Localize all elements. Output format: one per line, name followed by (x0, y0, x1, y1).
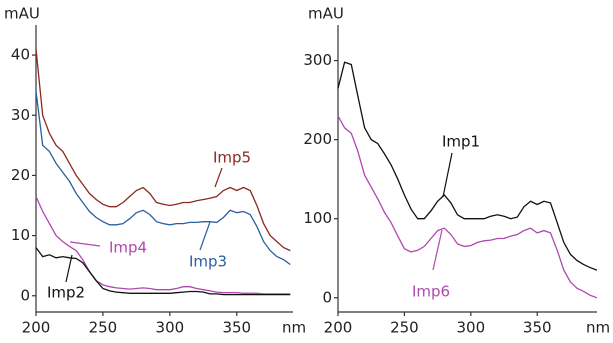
x-tick-label: 250 (89, 319, 118, 337)
series-line (337, 115, 598, 299)
series-line (35, 49, 291, 252)
x-axis-label: nm (282, 319, 306, 337)
y-tick-label: 30 (11, 106, 30, 124)
x-axis-label: nm (586, 319, 610, 337)
series-line (35, 196, 291, 295)
series-line (35, 91, 291, 266)
series-label: Imp5 (213, 149, 251, 167)
series-line (337, 61, 598, 271)
leader-line (69, 241, 101, 247)
leader-line (442, 152, 453, 198)
y-tick-label: 100 (303, 209, 332, 227)
series-label: Imp1 (442, 133, 480, 151)
y-tick-label: 40 (11, 46, 30, 64)
x-tick-label: 350 (222, 319, 251, 337)
leader-line (65, 254, 73, 283)
series-label: Imp4 (109, 239, 147, 257)
x-tick-label: 300 (457, 319, 486, 337)
x-tick-label: 200 (22, 319, 51, 337)
x-tick-label: 200 (324, 319, 353, 337)
y-tick-label: 10 (11, 226, 30, 244)
y-tick-label: 0 (322, 288, 332, 306)
x-tick-label: 300 (156, 319, 185, 337)
x-tick-label: 350 (523, 319, 552, 337)
series-label: Imp3 (189, 253, 227, 271)
series-label: Imp2 (47, 284, 85, 302)
y-axis-label: mAU (4, 5, 40, 23)
y-tick-label: 200 (303, 130, 332, 148)
series-line (35, 247, 291, 296)
leader-line (199, 221, 211, 251)
leader-line (432, 229, 443, 271)
x-tick-label: 250 (390, 319, 419, 337)
leader-line (214, 167, 223, 188)
y-tick-label: 300 (303, 51, 332, 69)
y-tick-label: 0 (20, 286, 30, 304)
y-axis-label: mAU (308, 5, 344, 23)
y-tick-label: 20 (11, 166, 30, 184)
series-label: Imp6 (412, 283, 450, 301)
